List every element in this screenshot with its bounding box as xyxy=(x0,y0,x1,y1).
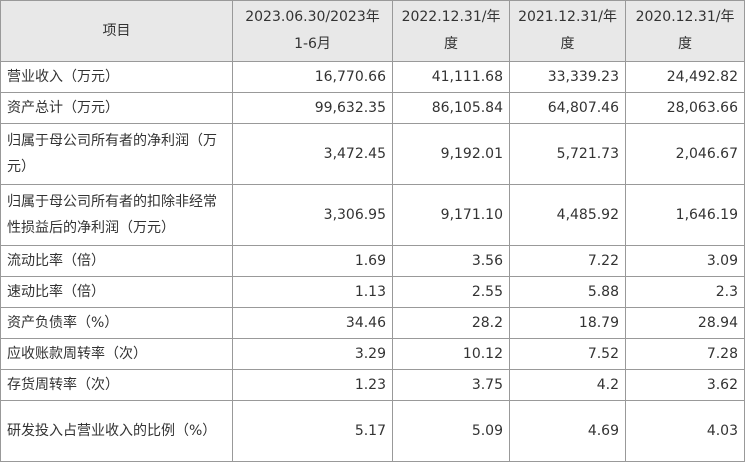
cell-value: 5.88 xyxy=(509,276,626,308)
cell-value: 3,306.95 xyxy=(232,184,393,246)
cell-value: 24,492.82 xyxy=(625,61,745,93)
row-label: 资产总计（万元） xyxy=(0,92,233,124)
cell-value: 1,646.19 xyxy=(625,184,745,246)
cell-value: 4,485.92 xyxy=(509,184,626,246)
row-label: 存货周转率（次） xyxy=(0,369,233,401)
header-2022: 2022.12.31/年度 xyxy=(392,0,510,62)
row-label: 营业收入（万元） xyxy=(0,61,233,93)
cell-value: 1.13 xyxy=(232,276,393,308)
row-label: 应收账款周转率（次） xyxy=(0,338,233,370)
table-row: 营业收入（万元） 16,770.66 41,111.68 33,339.23 2… xyxy=(0,61,745,93)
cell-value: 4.2 xyxy=(509,369,626,401)
cell-value: 3.62 xyxy=(625,369,745,401)
cell-value: 5,721.73 xyxy=(509,123,626,185)
cell-value: 86,105.84 xyxy=(392,92,510,124)
cell-value: 5.09 xyxy=(392,400,510,462)
cell-value: 28.2 xyxy=(392,307,510,339)
cell-value: 1.69 xyxy=(232,245,393,277)
cell-value: 28.94 xyxy=(625,307,745,339)
cell-value: 10.12 xyxy=(392,338,510,370)
cell-value: 1.23 xyxy=(232,369,393,401)
cell-value: 99,632.35 xyxy=(232,92,393,124)
cell-value: 2.55 xyxy=(392,276,510,308)
table-row: 研发投入占营业收入的比例（%） 5.17 5.09 4.69 4.03 xyxy=(0,400,745,462)
cell-value: 41,111.68 xyxy=(392,61,510,93)
row-label: 研发投入占营业收入的比例（%） xyxy=(0,400,233,462)
cell-value: 2,046.67 xyxy=(625,123,745,185)
row-label: 速动比率（倍） xyxy=(0,276,233,308)
table-row: 资产负债率（%） 34.46 28.2 18.79 28.94 xyxy=(0,307,745,339)
table-row: 流动比率（倍） 1.69 3.56 7.22 3.09 xyxy=(0,245,745,277)
table-row: 归属于母公司所有者的扣除非经常性损益后的净利润（万元） 3,306.95 9,1… xyxy=(0,184,745,246)
cell-value: 3.56 xyxy=(392,245,510,277)
table-row: 应收账款周转率（次） 3.29 10.12 7.52 7.28 xyxy=(0,338,745,370)
row-label: 资产负债率（%） xyxy=(0,307,233,339)
header-2023-h1: 2023.06.30/2023年1-6月 xyxy=(232,0,393,62)
cell-value: 9,192.01 xyxy=(392,123,510,185)
table-header-row: 项目 2023.06.30/2023年1-6月 2022.12.31/年度 20… xyxy=(0,0,745,62)
cell-value: 7.52 xyxy=(509,338,626,370)
cell-value: 33,339.23 xyxy=(509,61,626,93)
cell-value: 18.79 xyxy=(509,307,626,339)
cell-value: 64,807.46 xyxy=(509,92,626,124)
row-label: 流动比率（倍） xyxy=(0,245,233,277)
cell-value: 7.22 xyxy=(509,245,626,277)
cell-value: 34.46 xyxy=(232,307,393,339)
cell-value: 3,472.45 xyxy=(232,123,393,185)
cell-value: 7.28 xyxy=(625,338,745,370)
row-label: 归属于母公司所有者的扣除非经常性损益后的净利润（万元） xyxy=(0,184,233,246)
row-label: 归属于母公司所有者的净利润（万元） xyxy=(0,123,233,185)
header-item: 项目 xyxy=(0,0,233,62)
cell-value: 28,063.66 xyxy=(625,92,745,124)
cell-value: 9,171.10 xyxy=(392,184,510,246)
cell-value: 16,770.66 xyxy=(232,61,393,93)
cell-value: 2.3 xyxy=(625,276,745,308)
cell-value: 3.75 xyxy=(392,369,510,401)
cell-value: 5.17 xyxy=(232,400,393,462)
table-row: 存货周转率（次） 1.23 3.75 4.2 3.62 xyxy=(0,369,745,401)
header-2021: 2021.12.31/年度 xyxy=(509,0,626,62)
table-row: 速动比率（倍） 1.13 2.55 5.88 2.3 xyxy=(0,276,745,308)
cell-value: 4.69 xyxy=(509,400,626,462)
table-row: 归属于母公司所有者的净利润（万元） 3,472.45 9,192.01 5,72… xyxy=(0,123,745,185)
cell-value: 4.03 xyxy=(625,400,745,462)
cell-value: 3.29 xyxy=(232,338,393,370)
cell-value: 3.09 xyxy=(625,245,745,277)
header-2020: 2020.12.31/年度 xyxy=(625,0,745,62)
table-row: 资产总计（万元） 99,632.35 86,105.84 64,807.46 2… xyxy=(0,92,745,124)
